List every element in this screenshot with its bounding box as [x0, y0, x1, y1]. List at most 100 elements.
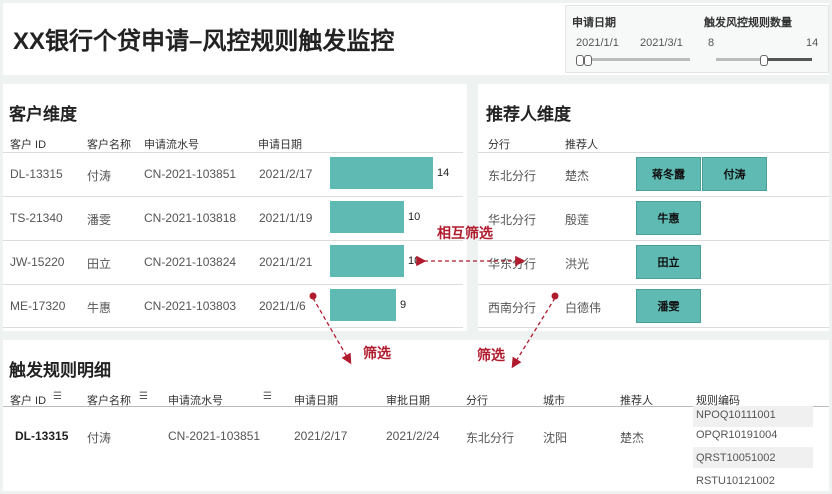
customer-name[interactable]: 田立: [87, 257, 112, 271]
customer-tile[interactable]: 牛惠: [636, 201, 701, 235]
customer-name[interactable]: 牛惠: [87, 301, 112, 315]
branch-name[interactable]: 华北分行: [488, 213, 537, 227]
customer-tile[interactable]: 田立: [636, 245, 701, 279]
detail-header-serial: 申请流水号: [168, 395, 223, 407]
date-filter-label: 申请日期: [572, 17, 616, 29]
referrer-name[interactable]: 楚杰: [565, 169, 590, 183]
count-filter-min: 8: [708, 37, 715, 49]
customer-tile[interactable]: 潘雯: [636, 289, 701, 323]
sort-icon[interactable]: ☰: [139, 391, 148, 402]
row-divider: [3, 240, 463, 241]
customer-id[interactable]: JW-15220: [10, 255, 65, 269]
detail-header-branch: 分行: [466, 395, 488, 407]
date-filter-end: 2021/3/1: [640, 37, 683, 49]
page-title: XX银行个贷申请–风控规则触发监控: [13, 28, 395, 55]
filter-annotation-right: 筛选: [477, 347, 505, 363]
referrer-section-title: 推荐人维度: [486, 105, 571, 124]
date-slider-track[interactable]: [578, 58, 690, 61]
customer-id[interactable]: ME-17320: [10, 299, 66, 313]
customer-name[interactable]: 付涛: [87, 169, 112, 183]
detail-approve-date[interactable]: 2021/2/24: [386, 429, 440, 443]
serial-number[interactable]: CN-2021-103851: [144, 167, 237, 181]
count-bar-label: 9: [400, 299, 407, 311]
apply-date[interactable]: 2021/1/6: [259, 299, 306, 313]
date-slider-start-handle[interactable]: [576, 55, 584, 66]
count-bar-label: 10: [408, 211, 421, 223]
rule-code[interactable]: OPQR10191004: [696, 429, 778, 441]
apply-date[interactable]: 2021/2/17: [259, 167, 313, 181]
detail-serial[interactable]: CN-2021-103851: [168, 429, 261, 443]
count-slider-range: [762, 58, 812, 61]
detail-panel: 触发规则明细 客户 ID ☰ 客户名称 ☰ 申请流水号 ☰ 申请日期 审批日期 …: [3, 340, 829, 491]
count-bar-label: 10: [408, 255, 421, 267]
sort-icon[interactable]: ☰: [53, 391, 62, 402]
detail-branch[interactable]: 东北分行: [466, 431, 515, 445]
filter-annotation-left: 筛选: [363, 345, 391, 361]
detail-customer-name[interactable]: 付涛: [87, 431, 112, 445]
row-divider: [478, 196, 829, 197]
customer-id[interactable]: TS-21340: [10, 211, 63, 225]
customer-id[interactable]: DL-13315: [10, 167, 63, 181]
branch-name[interactable]: 西南分行: [488, 301, 537, 315]
customer-panel: 客户维度 客户 ID 客户名称 申请流水号 申请日期 DL-13315 付涛 C…: [3, 84, 467, 331]
row-divider: [478, 152, 829, 153]
date-slider-end-handle[interactable]: [584, 55, 592, 66]
count-bar[interactable]: [330, 157, 433, 189]
col-header-customer-name: 客户名称: [87, 139, 131, 151]
count-bar[interactable]: [330, 245, 404, 277]
detail-apply-date[interactable]: 2021/2/17: [294, 429, 348, 443]
referrer-name[interactable]: 洪光: [565, 257, 590, 271]
rule-code-stripe: [693, 447, 813, 468]
rule-code[interactable]: NPOQ10111001: [696, 409, 776, 421]
detail-header-customer-id: 客户 ID: [10, 395, 47, 407]
customer-tile[interactable]: 付涛: [702, 157, 767, 191]
detail-header-customer-name: 客户名称: [87, 395, 131, 407]
referrer-name[interactable]: 白德伟: [565, 301, 602, 315]
header-divider: [3, 406, 829, 407]
detail-header-approve-date: 审批日期: [386, 395, 430, 407]
count-bar[interactable]: [330, 201, 404, 233]
branch-name[interactable]: 华东分行: [488, 257, 537, 271]
count-filter-label: 触发风控规则数量: [704, 17, 792, 29]
rule-code[interactable]: RSTU10121002: [696, 475, 775, 487]
detail-referrer[interactable]: 楚杰: [620, 431, 645, 445]
row-divider: [478, 327, 829, 328]
mutual-filter-annotation: 相互筛选: [437, 225, 493, 241]
serial-number[interactable]: CN-2021-103824: [144, 255, 237, 269]
count-bar[interactable]: [330, 289, 396, 321]
row-divider: [3, 152, 463, 153]
col-header-serial: 申请流水号: [144, 139, 199, 151]
sort-icon[interactable]: ☰: [263, 391, 272, 402]
detail-header-city: 城市: [543, 395, 565, 407]
row-divider: [3, 284, 463, 285]
customer-tile[interactable]: 蒋冬露: [636, 157, 701, 191]
serial-number[interactable]: CN-2021-103818: [144, 211, 237, 225]
row-divider: [3, 327, 463, 328]
detail-customer-id[interactable]: DL-13315: [15, 429, 69, 443]
col-header-branch: 分行: [488, 139, 510, 151]
col-header-customer-id: 客户 ID: [10, 139, 47, 151]
rule-code[interactable]: QRST10051002: [696, 452, 776, 464]
rule-code-stripe: [693, 406, 813, 427]
count-slider-handle[interactable]: [760, 55, 768, 66]
detail-header-apply-date: 申请日期: [294, 395, 338, 407]
branch-name[interactable]: 东北分行: [488, 169, 537, 183]
detail-header-referrer: 推荐人: [620, 395, 653, 407]
customer-section-title: 客户维度: [9, 105, 77, 124]
detail-city[interactable]: 沈阳: [543, 431, 568, 445]
detail-header-rule-code: 规则编码: [696, 395, 740, 407]
row-divider: [478, 240, 829, 241]
referrer-panel: 推荐人维度 分行 推荐人 东北分行 楚杰 蒋冬露 付涛 华北分行 殷莲 牛惠 华…: [478, 84, 829, 331]
date-filter-start: 2021/1/1: [576, 37, 619, 49]
col-header-apply-date: 申请日期: [258, 139, 302, 151]
apply-date[interactable]: 2021/1/21: [259, 255, 313, 269]
count-bar-label: 14: [437, 167, 450, 179]
referrer-name[interactable]: 殷莲: [565, 213, 590, 227]
detail-section-title: 触发规则明细: [9, 361, 111, 380]
serial-number[interactable]: CN-2021-103803: [144, 299, 237, 313]
row-divider: [478, 284, 829, 285]
apply-date[interactable]: 2021/1/19: [259, 211, 313, 225]
count-filter-max: 14: [806, 37, 819, 49]
row-divider: [3, 196, 463, 197]
customer-name[interactable]: 潘雯: [87, 213, 112, 227]
